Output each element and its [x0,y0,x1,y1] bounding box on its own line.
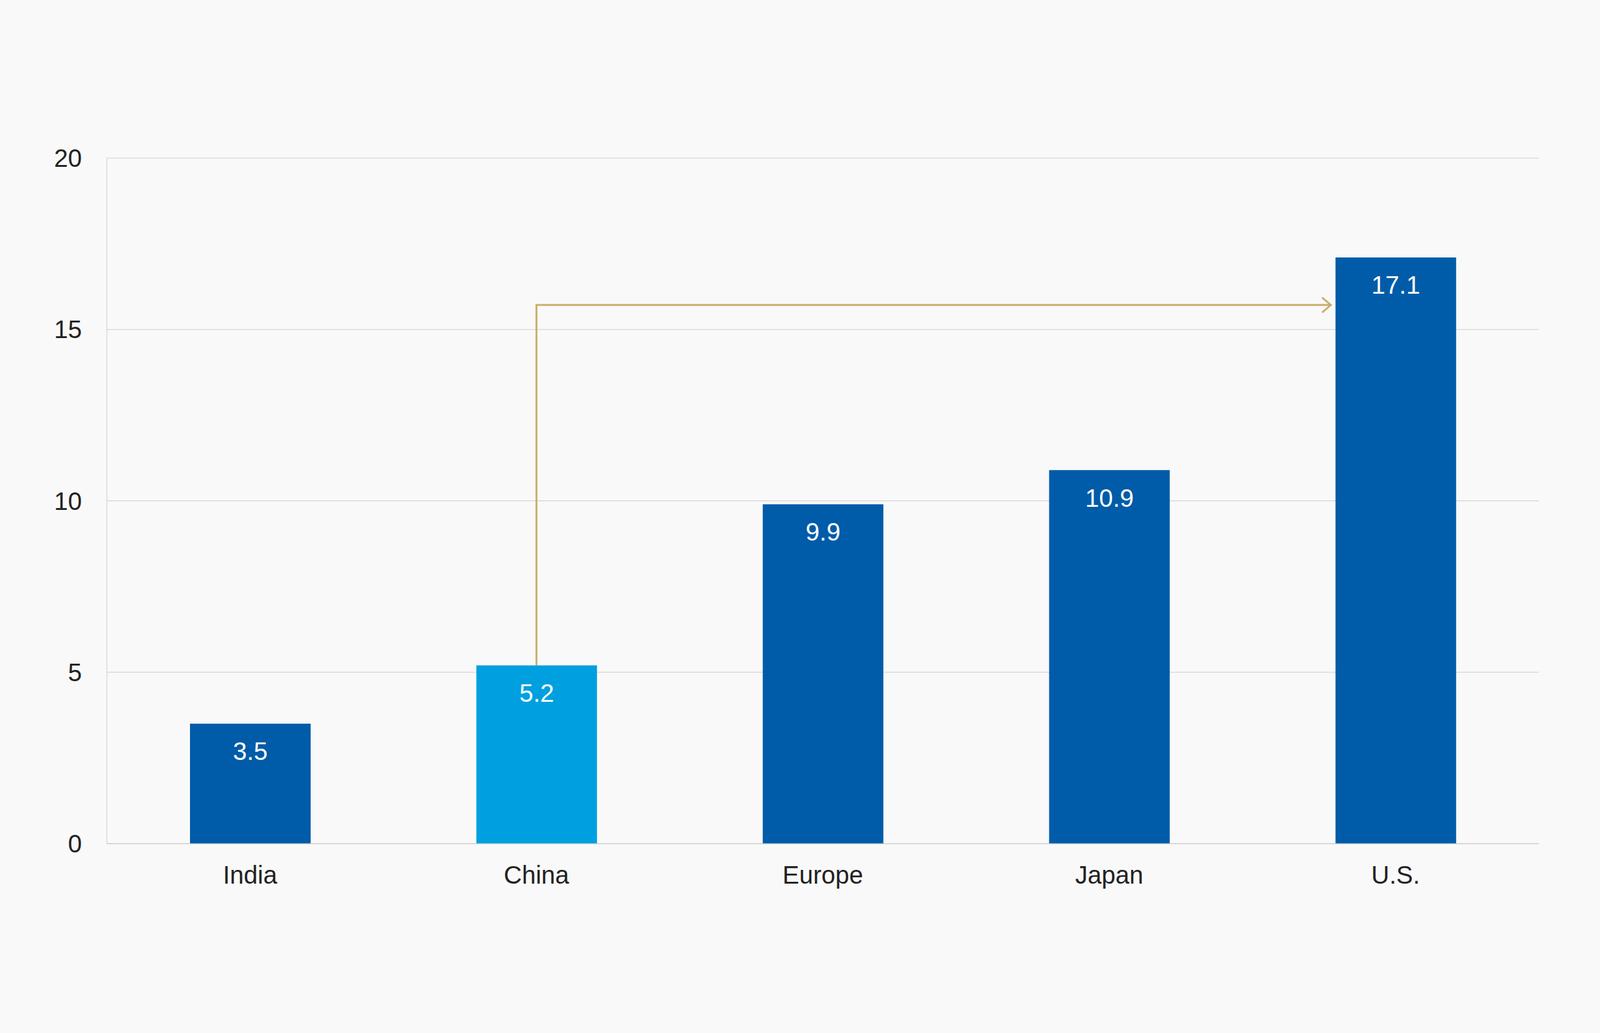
svg-text:5: 5 [68,658,82,687]
svg-text:10: 10 [54,487,83,515]
svg-text:9.9: 9.9 [805,518,841,546]
svg-text:India: India [223,861,278,889]
svg-text:Europe: Europe [782,861,864,889]
svg-text:10.9: 10.9 [1085,484,1134,512]
svg-text:Japan: Japan [1075,861,1144,889]
svg-text:U.S.: U.S. [1371,861,1420,889]
svg-text:China: China [503,861,570,889]
svg-text:20: 20 [54,144,83,172]
svg-text:15: 15 [54,315,83,344]
svg-text:5.2: 5.2 [519,679,555,707]
svg-text:17.1: 17.1 [1371,271,1420,299]
svg-text:3.5: 3.5 [233,737,269,765]
svg-text:0: 0 [68,830,82,858]
